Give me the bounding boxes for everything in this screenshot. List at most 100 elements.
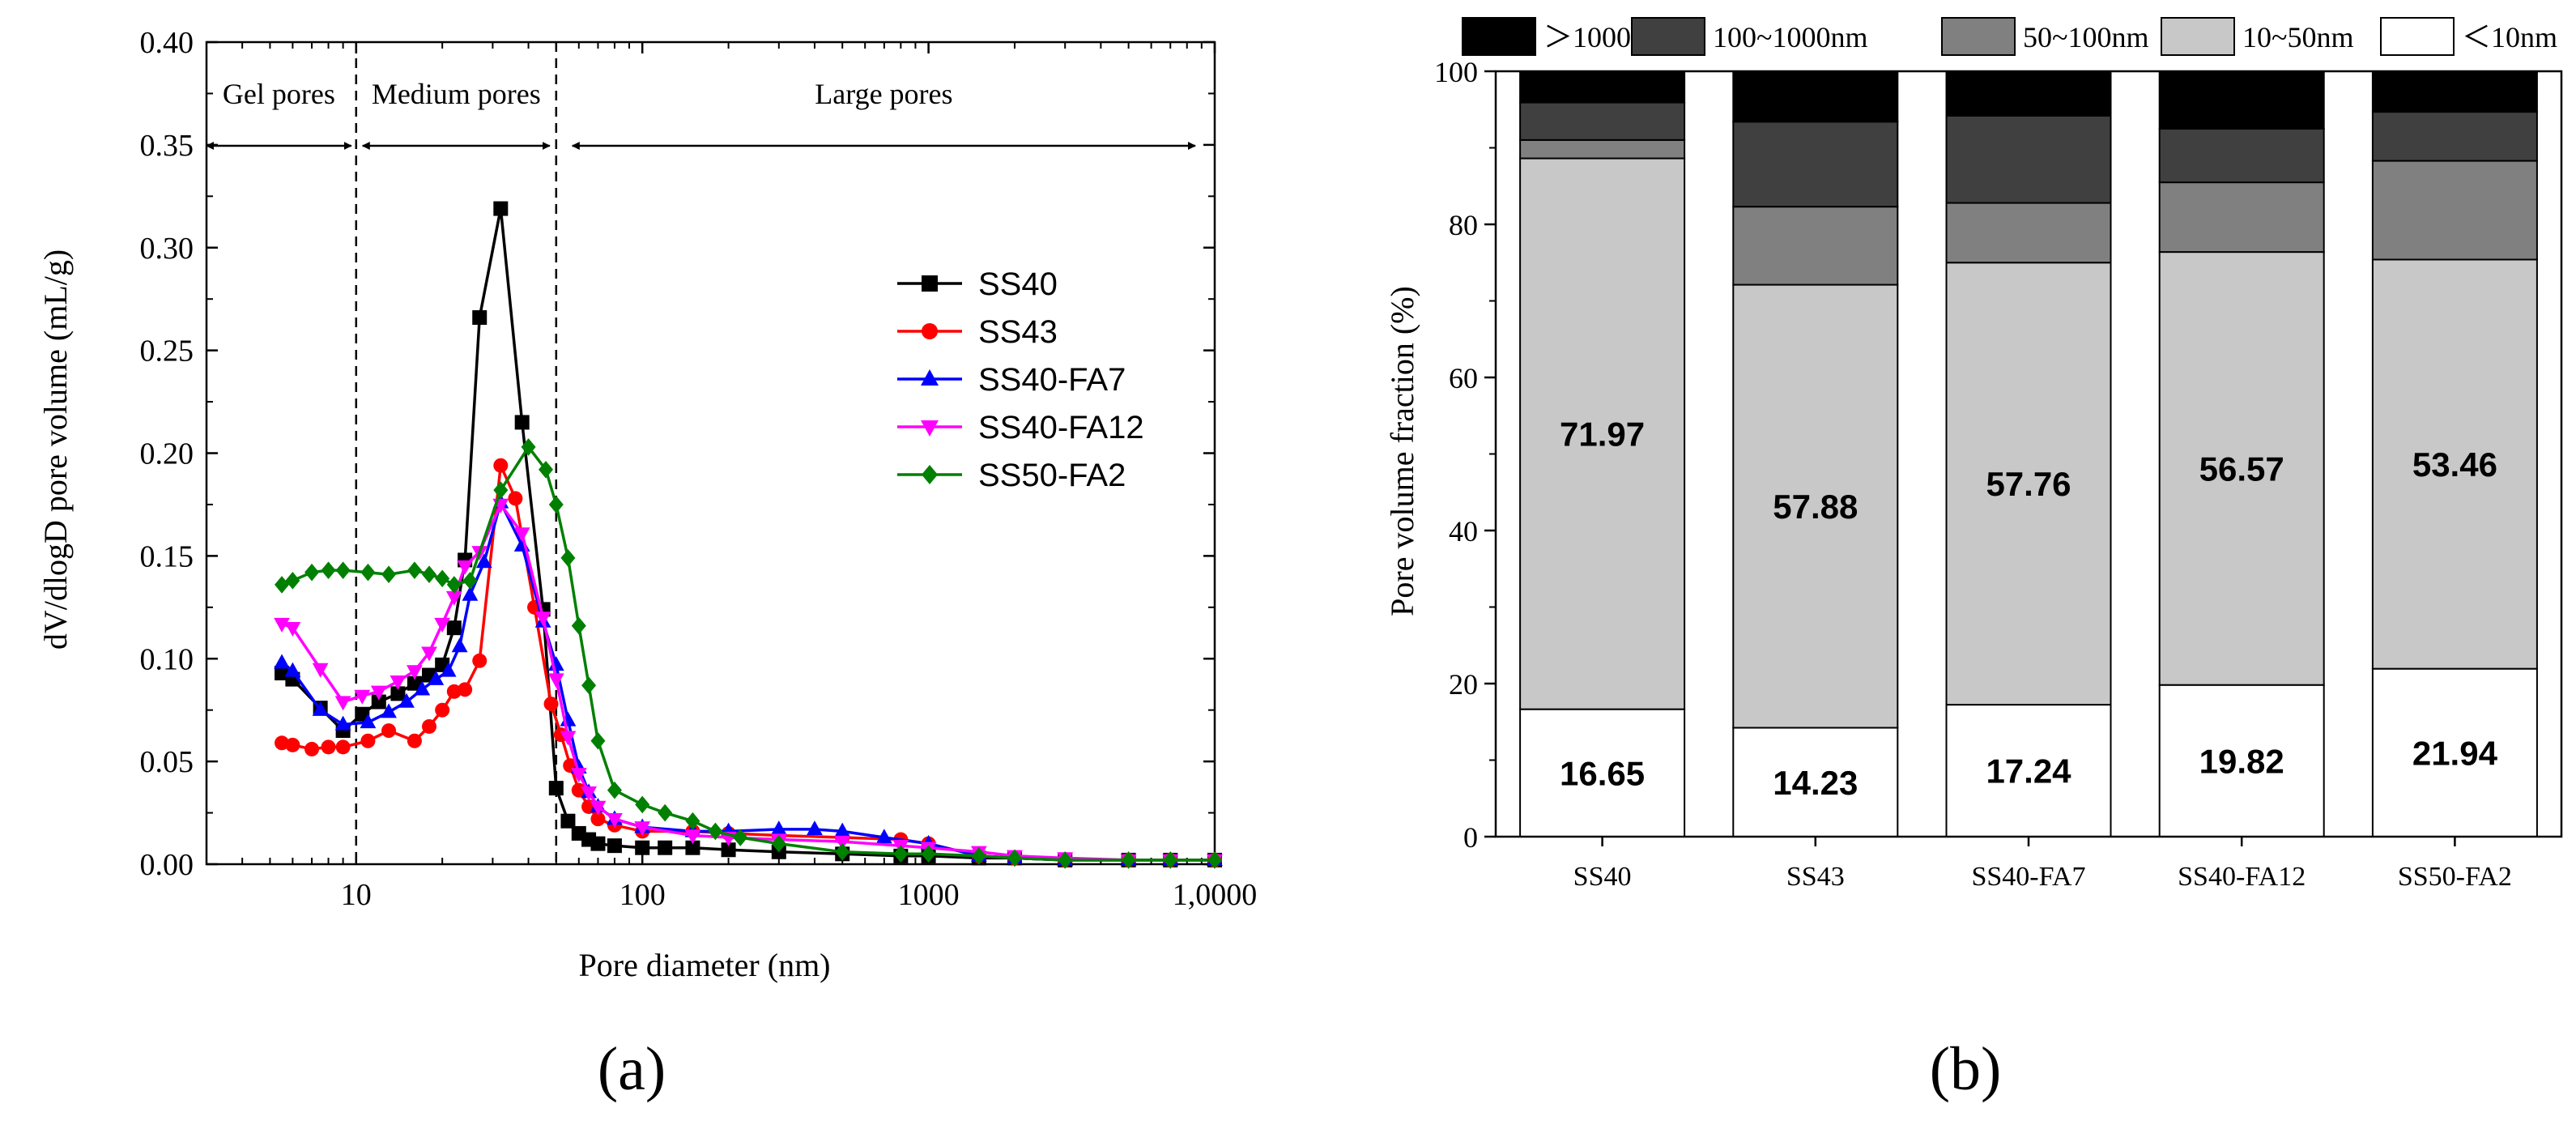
- data-point: [493, 458, 509, 473]
- data-point: [543, 697, 559, 712]
- data-point: [360, 563, 376, 582]
- data-point: [921, 420, 939, 437]
- data-point: [658, 803, 673, 822]
- data-point: [440, 662, 457, 677]
- bar-segment: [2158, 127, 2325, 184]
- legend-swatch: [1941, 17, 2016, 56]
- data-point: [422, 565, 437, 584]
- data-point: [893, 845, 909, 863]
- data-point: [590, 800, 607, 816]
- data-point: [370, 685, 387, 701]
- data-point: [312, 701, 329, 716]
- bar-chart-bars: 16.65 71.97 14.23 57.88 17.24 57.76 19.82 56.57…: [1519, 70, 2538, 837]
- data-point: [607, 781, 622, 799]
- data-point: [607, 812, 623, 828]
- data-point: [274, 654, 290, 669]
- data-point: [634, 821, 651, 837]
- data-point: [581, 786, 597, 801]
- y-tick-label: 0.00: [140, 848, 194, 882]
- data-point: [547, 673, 564, 688]
- bar-segment: [1519, 101, 1686, 141]
- data-point: [493, 481, 509, 499]
- data-point: [590, 731, 606, 750]
- data-point: [921, 845, 936, 863]
- stacked-bar-panel: ＞1000nm 100~1000nm 50~100nm 10~50nm ＜10nm 16…: [1384, 17, 2563, 1103]
- y-tick-label: 0.25: [140, 335, 194, 369]
- y-tick-label: 0.20: [140, 437, 194, 471]
- data-point: [571, 616, 586, 635]
- bar-value-label: 56.57: [2199, 450, 2284, 488]
- data-point: [1163, 851, 1178, 869]
- x-axis-label: Pore diameter (nm): [579, 947, 831, 983]
- x-tick-label: 100: [620, 878, 666, 912]
- data-point: [446, 576, 462, 594]
- bar-value-label: 53.46: [2412, 445, 2497, 484]
- data-point: [421, 646, 437, 662]
- data-point: [475, 553, 492, 569]
- legend-label: 50~100nm: [2023, 21, 2148, 53]
- data-point: [771, 834, 786, 853]
- legend-swatch: [1462, 17, 1536, 56]
- line-chart-panel: Gel pores Medium pores Large pores 0.00 0.0…: [37, 26, 1257, 1103]
- data-point: [334, 696, 351, 711]
- bar-chart-axes: 0 20 40 60 80 100 SS40 SS43 SS40-FA7 SS40-FA12 SS5…: [1434, 56, 2563, 892]
- bar-value-label: 57.88: [1773, 488, 1858, 526]
- data-point: [275, 735, 290, 751]
- data-point: [304, 741, 320, 756]
- bar-segment: [2371, 70, 2538, 113]
- y-tick-label: 0.40: [140, 26, 194, 60]
- data-point: [635, 840, 650, 855]
- data-point: [521, 438, 536, 456]
- data-point: [334, 715, 351, 731]
- data-point: [451, 637, 468, 653]
- bar-y-tick-label: 0: [1463, 821, 1478, 854]
- bar-y-tick-label: 20: [1449, 668, 1478, 701]
- legend-label: 10~50nm: [2242, 21, 2353, 53]
- bar-segment: [2158, 181, 2325, 254]
- region-label: Large pores: [815, 78, 952, 110]
- bar-y-tick-label: 100: [1434, 56, 1478, 88]
- line-chart-series: [274, 201, 1223, 869]
- data-point: [354, 689, 371, 705]
- data-point: [445, 590, 462, 606]
- bar-y-tick-label: 40: [1449, 515, 1478, 548]
- data-point: [321, 561, 336, 579]
- y-tick-label: 0.05: [140, 745, 194, 779]
- data-point: [446, 684, 462, 699]
- data-point: [446, 620, 462, 636]
- bar-y-axis-label: Pore volume fraction (%): [1384, 286, 1420, 616]
- series-SS40: [275, 201, 1222, 867]
- data-point: [472, 310, 488, 326]
- data-point: [560, 549, 576, 567]
- bar-x-tick-label: SS40-FA12: [2178, 862, 2306, 892]
- data-point: [360, 733, 376, 748]
- y-axis-label: dV/dlogD pore volume (mL/g): [37, 249, 74, 650]
- data-point: [685, 840, 700, 855]
- data-point: [285, 737, 300, 752]
- bar-SS40-FA12: 19.82 56.57: [2158, 70, 2325, 837]
- series-SS43: [275, 458, 1222, 867]
- legend-label: SS40-FA7: [978, 362, 1126, 398]
- data-point: [407, 733, 422, 748]
- data-point: [1121, 851, 1136, 869]
- data-point: [807, 820, 823, 836]
- data-point: [534, 612, 551, 627]
- data-point: [390, 686, 406, 701]
- data-point: [684, 829, 701, 845]
- data-point: [1058, 851, 1073, 869]
- bar-chart-legend: ＞1000nm 100~1000nm 50~100nm 10~50nm ＜10nm: [1462, 17, 2557, 56]
- bar-SS43: 14.23 57.88: [1732, 70, 1899, 837]
- pore-regions: Gel pores Medium pores Large pores: [206, 42, 1196, 864]
- legend-swatch: [2380, 17, 2455, 56]
- data-point: [371, 694, 386, 710]
- bar-x-tick-label: SS50-FA2: [2398, 862, 2512, 892]
- data-point: [414, 680, 431, 696]
- line-chart-legend: SS40 SS43 SS40-FA7 SS40-FA12 SS50-FA2: [897, 266, 1144, 493]
- data-point: [390, 675, 407, 690]
- data-point: [304, 563, 320, 582]
- data-point: [381, 703, 397, 718]
- legend-label: SS40: [978, 266, 1058, 302]
- data-point: [658, 840, 673, 855]
- bar-segment: [1519, 708, 1686, 837]
- data-point: [875, 829, 892, 844]
